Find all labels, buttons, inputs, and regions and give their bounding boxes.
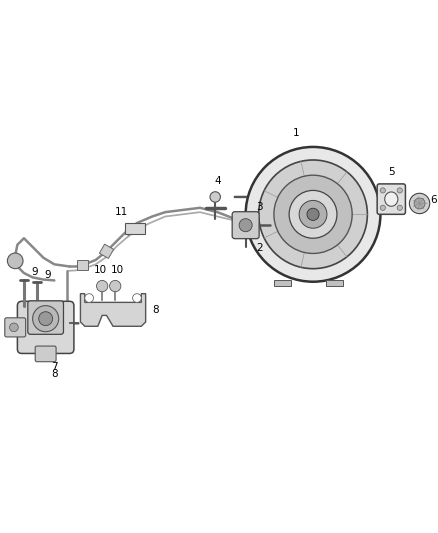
Circle shape bbox=[39, 312, 53, 326]
FancyBboxPatch shape bbox=[232, 212, 259, 239]
Circle shape bbox=[32, 305, 59, 332]
Text: 10: 10 bbox=[93, 265, 106, 275]
Text: 8: 8 bbox=[51, 369, 58, 378]
FancyBboxPatch shape bbox=[35, 346, 56, 362]
Circle shape bbox=[380, 205, 385, 211]
Text: 4: 4 bbox=[214, 176, 221, 186]
Circle shape bbox=[397, 205, 403, 211]
Text: 9: 9 bbox=[31, 268, 38, 277]
Circle shape bbox=[259, 160, 367, 269]
Circle shape bbox=[397, 188, 403, 193]
Text: 2: 2 bbox=[257, 243, 263, 253]
Text: 11: 11 bbox=[115, 206, 128, 216]
Bar bbox=[274, 279, 291, 286]
Circle shape bbox=[299, 200, 327, 228]
FancyBboxPatch shape bbox=[18, 301, 74, 353]
Text: 6: 6 bbox=[431, 195, 437, 205]
Text: 5: 5 bbox=[388, 167, 395, 177]
Text: 8: 8 bbox=[152, 305, 159, 315]
Ellipse shape bbox=[385, 192, 398, 206]
Circle shape bbox=[274, 175, 352, 254]
Circle shape bbox=[7, 253, 23, 269]
Text: 1: 1 bbox=[292, 128, 299, 138]
Circle shape bbox=[380, 188, 385, 193]
Circle shape bbox=[246, 147, 381, 282]
Circle shape bbox=[239, 219, 252, 232]
Bar bbox=[78, 260, 88, 270]
Circle shape bbox=[133, 294, 141, 302]
Bar bbox=[326, 279, 343, 286]
Circle shape bbox=[96, 280, 108, 292]
Circle shape bbox=[110, 280, 121, 292]
Circle shape bbox=[307, 208, 319, 221]
Text: 9: 9 bbox=[44, 270, 51, 279]
Circle shape bbox=[210, 192, 220, 202]
Bar bbox=[125, 223, 145, 234]
Bar bbox=[99, 244, 113, 259]
Circle shape bbox=[85, 294, 93, 302]
Circle shape bbox=[410, 193, 430, 214]
FancyBboxPatch shape bbox=[28, 301, 64, 334]
Circle shape bbox=[414, 198, 425, 209]
Text: 10: 10 bbox=[111, 265, 124, 275]
Text: 7: 7 bbox=[51, 362, 58, 372]
Polygon shape bbox=[81, 294, 146, 326]
Circle shape bbox=[10, 323, 18, 332]
Text: 3: 3 bbox=[257, 202, 263, 212]
Circle shape bbox=[289, 190, 337, 238]
FancyBboxPatch shape bbox=[377, 184, 406, 214]
FancyBboxPatch shape bbox=[5, 318, 26, 337]
